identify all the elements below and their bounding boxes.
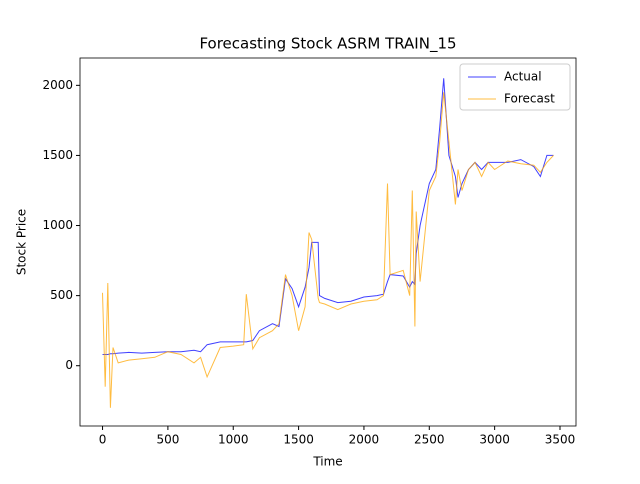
chart-title: Forecasting Stock ASRM TRAIN_15 [199, 35, 456, 54]
x-tick-label: 2000 [349, 433, 380, 447]
x-tick-label: 3000 [479, 433, 510, 447]
series-line [102, 78, 554, 355]
y-tick-label: 500 [50, 288, 73, 302]
series-line [102, 92, 554, 408]
y-axis-label: Stock Price [15, 209, 29, 275]
x-tick-label: 1500 [283, 433, 314, 447]
plot-frame [79, 57, 577, 427]
x-tick-label: 500 [156, 433, 179, 447]
y-tick-label: 0 [65, 358, 73, 372]
legend-label: Actual [504, 70, 542, 84]
y-tick-label: 2000 [42, 78, 73, 92]
legend-label: Forecast [504, 92, 555, 106]
y-tick-label: 1500 [42, 148, 73, 162]
x-tick-label: 1000 [218, 433, 249, 447]
x-tick-label: 2500 [414, 433, 445, 447]
x-axis-label: Time [312, 455, 342, 469]
y-tick-label: 1000 [42, 218, 73, 232]
x-tick-label: 3500 [545, 433, 576, 447]
x-tick-label: 0 [99, 433, 107, 447]
